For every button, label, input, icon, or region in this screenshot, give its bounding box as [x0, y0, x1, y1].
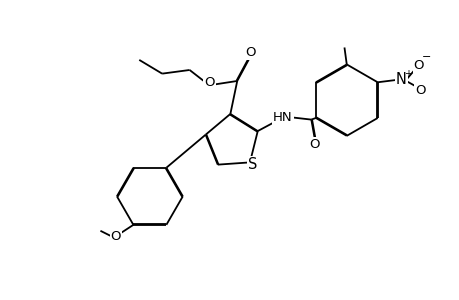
Text: +: +: [403, 69, 411, 79]
Text: O: O: [413, 59, 423, 72]
Text: O: O: [414, 84, 425, 97]
Text: O: O: [245, 46, 256, 59]
Text: N: N: [395, 73, 406, 88]
Text: HN: HN: [273, 111, 292, 124]
Text: −: −: [420, 52, 430, 62]
Text: O: O: [204, 76, 214, 89]
Text: O: O: [309, 138, 319, 151]
Text: S: S: [248, 157, 257, 172]
Text: O: O: [111, 230, 121, 243]
